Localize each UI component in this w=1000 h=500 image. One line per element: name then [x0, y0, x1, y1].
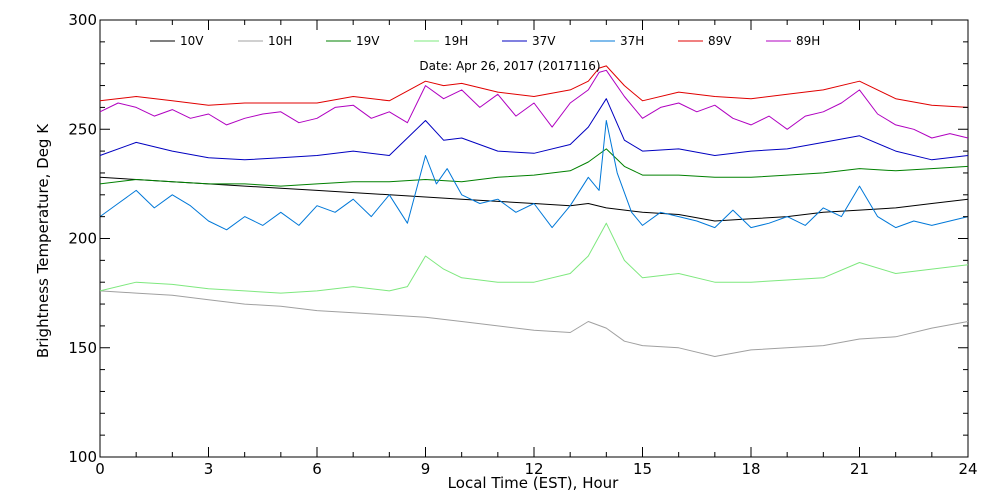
- y-axis-label: Brightness Temperature, Deg K: [34, 123, 52, 358]
- y-axis-ticks: 100 150 200 250 300: [68, 11, 968, 466]
- legend-label-10h: 10H: [268, 34, 292, 48]
- legend-label-89h: 89H: [796, 34, 820, 48]
- series-lines: [99, 65, 969, 357]
- series-line-19v: [99, 148, 969, 187]
- legend-label-89v: 89V: [708, 34, 732, 48]
- legend-label-37h: 37H: [620, 34, 644, 48]
- x-tick-label: 12: [524, 460, 543, 478]
- x-tick-label: 9: [421, 460, 431, 478]
- plot-frame: [99, 19, 969, 458]
- legend-label-37v: 37V: [532, 34, 556, 48]
- y-tick-label: 250: [68, 120, 97, 138]
- y-tick-label: 200: [68, 230, 97, 248]
- y-tick-label: 150: [68, 339, 97, 357]
- x-tick-label: 24: [958, 460, 977, 478]
- plot-area-border: [99, 19, 969, 458]
- legend-label-19v: 19V: [356, 34, 380, 48]
- chart-subtitle: Date: Apr 26, 2017 (2017116): [419, 59, 600, 73]
- y-tick-label: 100: [68, 448, 97, 466]
- x-tick-label: 18: [741, 460, 760, 478]
- y-tick-label: 300: [68, 11, 97, 29]
- x-tick-label: 21: [850, 460, 869, 478]
- x-tick-label: 15: [633, 460, 652, 478]
- series-line-89h: [99, 69, 969, 139]
- legend: 10V 10H 19V 19H 37V 37H 89V 89H: [150, 34, 820, 48]
- series-line-37v: [99, 98, 969, 161]
- series-line-89v: [99, 65, 969, 108]
- x-axis-ticks: 0 3 6 9 12 15 18 21 24: [95, 20, 978, 478]
- x-tick-label: 0: [95, 460, 105, 478]
- series-line-10v: [99, 176, 969, 222]
- x-axis-label: Local Time (EST), Hour: [448, 474, 619, 492]
- series-line-37h: [99, 120, 969, 231]
- series-line-10h: [99, 290, 969, 357]
- legend-label-10v: 10V: [180, 34, 204, 48]
- legend-label-19h: 19H: [444, 34, 468, 48]
- x-tick-label: 3: [204, 460, 214, 478]
- series-line-19h: [99, 222, 969, 294]
- x-tick-label: 6: [312, 460, 322, 478]
